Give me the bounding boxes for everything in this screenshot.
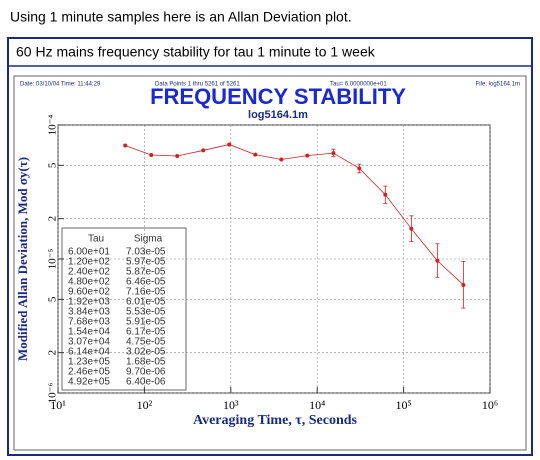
data-point <box>123 143 128 148</box>
table-tau: 1.92e+03 <box>68 297 110 308</box>
chart-frame <box>13 75 527 451</box>
table-tau: 3.84e+03 <box>68 307 110 318</box>
data-point <box>409 226 414 231</box>
table-tau: 1.20e+02 <box>68 257 110 268</box>
y-tick-label: 5 <box>47 162 59 168</box>
panel <box>7 37 533 456</box>
table-sigma: 4.75e-05 <box>126 337 166 348</box>
chart-subtitle: log5164.1m <box>248 109 308 121</box>
table-sigma: 7.16e-05 <box>126 287 166 298</box>
table-sigma: 9.70e-06 <box>126 367 166 378</box>
data-point <box>201 148 206 153</box>
table-header: Tau <box>88 234 104 245</box>
y-tick-label: 2 <box>47 216 59 222</box>
data-point <box>435 258 440 263</box>
intro-text: Using 1 minute samples here is an Allan … <box>10 9 352 25</box>
table-tau: 1.54e+04 <box>68 327 110 338</box>
table-tau: 2.46e+05 <box>68 367 110 378</box>
x-tick-label: 10³ <box>223 398 239 412</box>
table-tau: 6.00e+01 <box>68 247 110 258</box>
x-tick-label: 10¹ <box>50 398 66 412</box>
table-sigma: 6.46e-05 <box>126 277 166 288</box>
data-point <box>461 282 466 287</box>
table-tau: 6.14e+04 <box>68 347 110 358</box>
data-point <box>357 166 362 171</box>
data-point <box>305 153 310 158</box>
table-sigma: 6.40e-06 <box>126 377 166 388</box>
chart-title: FREQUENCY STABILITY <box>150 84 406 109</box>
data-point <box>383 192 388 197</box>
table-tau: 7.68e+03 <box>68 317 110 328</box>
table-tau: 9.60e+02 <box>68 287 110 298</box>
y-tick-label: 10⁻⁴ <box>47 115 59 136</box>
y-tick-label: 5 <box>47 296 59 302</box>
table-tau: 3.07e+04 <box>68 337 110 348</box>
table-sigma: 5.97e-05 <box>126 257 166 268</box>
trend-line <box>125 144 464 286</box>
data-point <box>149 153 154 158</box>
table-sigma: 5.91e-05 <box>126 317 166 328</box>
y-tick-label: 10⁻⁵ <box>47 249 59 270</box>
x-tick-label: 10⁴ <box>309 398 325 412</box>
header-note: Date: 03/10/04 Time: 11:44:29 <box>20 82 101 88</box>
panel-title: 60 Hz mains frequency stability for tau … <box>16 44 376 60</box>
data-table <box>61 227 187 391</box>
x-axis-label: Averaging Time, τ, Seconds <box>193 413 358 428</box>
y-tick-label: 10⁻⁶ <box>47 383 59 404</box>
table-sigma: 6.01e-05 <box>126 297 166 308</box>
y-tick-label: 2 <box>47 350 59 356</box>
x-tick-label: 10² <box>137 398 153 412</box>
header-note: Data Points 1 thru 5261 of 5261 <box>155 82 240 88</box>
table-tau: 4.92e+05 <box>68 377 110 388</box>
x-tick-label: 10⁶ <box>482 398 498 412</box>
table-tau: 1.23e+05 <box>68 357 110 368</box>
table-sigma: 7.03e-05 <box>126 247 166 258</box>
table-tau: 4.80e+02 <box>68 277 110 288</box>
data-point <box>253 152 258 157</box>
table-tau: 2.40e+02 <box>68 267 110 278</box>
data-point <box>331 151 336 156</box>
table-header: Sigma <box>134 234 163 245</box>
y-axis-label: Modified Allan Deviation, Mod σy(τ) <box>15 157 30 361</box>
data-point <box>175 154 180 159</box>
header-note: Tau= 6.0000000e+01 <box>330 82 387 88</box>
table-sigma: 6.17e-05 <box>126 327 166 338</box>
table-sigma: 5.87e-05 <box>126 267 166 278</box>
table-sigma: 1.68e-05 <box>126 357 166 368</box>
header-note: File: log5164.1m <box>476 82 520 88</box>
data-point <box>279 157 284 162</box>
table-sigma: 3.02e-05 <box>126 347 166 358</box>
table-sigma: 5.53e-05 <box>126 307 166 318</box>
data-point <box>227 142 232 147</box>
x-tick-label: 10⁵ <box>396 398 412 412</box>
